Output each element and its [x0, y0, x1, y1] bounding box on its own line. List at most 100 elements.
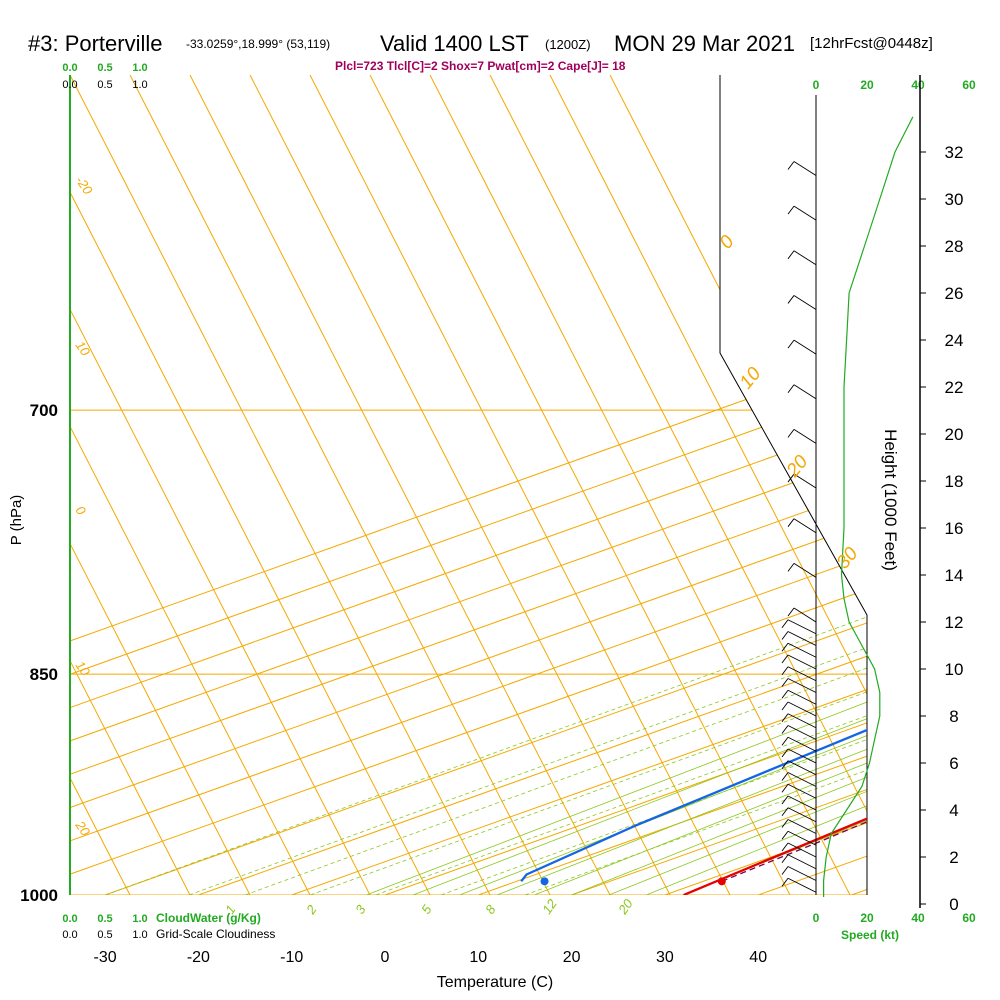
wind-barb [793, 161, 817, 176]
cloudiness-label: Grid-Scale Cloudiness [156, 927, 275, 941]
cloudwater-scale-top: 0.0 [62, 62, 77, 74]
wind-barb-flag [781, 736, 789, 746]
isotherm-line [571, 75, 867, 895]
wind-barb-flag [781, 654, 789, 664]
pressure-tick-label: 850 [30, 665, 58, 684]
speed-tick-top: 20 [860, 78, 874, 92]
cloudiness-scale-bottom: 0.5 [97, 929, 112, 941]
isotherm-label: 10 [73, 338, 94, 359]
isotherm-line [478, 75, 867, 895]
height-tick-label: 14 [945, 566, 964, 585]
isotherm-line [70, 75, 867, 895]
dry-adiabat-line [369, 75, 791, 895]
height-axis-label: Height (1000 Feet) [881, 429, 900, 571]
height-tick-label: 32 [945, 143, 964, 162]
dry-adiabat-line [249, 75, 671, 895]
isotherm-line [70, 75, 867, 895]
cloudiness-scale-bottom: 0.0 [62, 929, 77, 941]
mixing-ratio-line [104, 75, 867, 895]
sounding-parameters: Plcl=723 Tlcl[C]=2 Shox=7 Pwat[cm]=2 Cap… [335, 59, 626, 73]
wind-barb [787, 689, 817, 705]
speed-tick-top: 60 [962, 78, 976, 92]
moist-adiabat-line [459, 75, 867, 895]
x-tick-label: 30 [656, 949, 674, 966]
height-tick-label: 10 [945, 660, 964, 679]
wind-barb-flag [781, 760, 789, 770]
wind-barb-flag [781, 842, 789, 852]
mixing-ratio-line [244, 75, 867, 895]
wind-barb-flag [781, 795, 789, 805]
wind-barb-flag [781, 819, 789, 828]
station-title: #3: Porterville [28, 31, 163, 56]
height-tick-label: 24 [945, 331, 964, 350]
isotherm-line [70, 75, 867, 895]
isotherm-label: 30 [833, 543, 863, 573]
wind-barb [787, 736, 817, 752]
dry-adiabat-line [129, 75, 551, 895]
wind-barb-flag [781, 783, 789, 793]
parcel-line [721, 720, 867, 882]
cloudiness-scale-top: 0.5 [97, 79, 112, 91]
height-tick-label: 22 [945, 378, 964, 397]
cloudiness-scale-top: 1.0 [132, 79, 147, 91]
isotherm-label: -20 [73, 173, 97, 198]
wind-barb [793, 339, 817, 355]
isotherm-line [851, 75, 867, 895]
moist-adiabat-line [496, 75, 867, 895]
wind-barb [787, 701, 817, 717]
height-tick-label: 26 [945, 284, 964, 303]
isotherm-line [70, 75, 867, 895]
diagram-border [69, 75, 868, 895]
surface-temperature-point [717, 877, 726, 886]
valid-time: Valid 1400 LST [380, 31, 529, 56]
height-tick-label: 18 [945, 472, 964, 491]
wind-barb [793, 473, 817, 489]
mixing-ratio-line [188, 75, 867, 895]
wind-barb [793, 250, 817, 266]
wind-barb [787, 866, 817, 881]
height-tick-label: 8 [949, 707, 958, 726]
dry-adiabat-line [70, 75, 371, 895]
isotherm-line [104, 75, 867, 895]
wind-barb [793, 295, 817, 310]
wind-barb [787, 772, 817, 787]
wind-barb [787, 725, 817, 740]
dry-adiabat-line [70, 75, 191, 895]
isotherm-line [70, 75, 867, 895]
wind-barb-flag [787, 339, 795, 349]
speed-axis-label: Speed (kt) [841, 928, 899, 942]
speed-tick-bottom: 40 [911, 911, 925, 925]
isotherm-label: 20 [782, 451, 813, 482]
wind-barb-flag [781, 619, 789, 629]
wind-barb-flag [787, 384, 795, 394]
isotherm-line [70, 75, 867, 895]
wind-barb-flag [781, 725, 789, 734]
wind-barbs [781, 161, 817, 893]
wind-barb-flag [781, 701, 789, 711]
wind-barb [787, 713, 817, 729]
series-layer [520, 75, 867, 895]
moist-adiabat-line [646, 75, 867, 895]
dry-adiabat-line [0, 75, 10, 895]
utc-time: (1200Z) [545, 37, 591, 52]
dry-adiabat-line [189, 75, 611, 895]
wind-barb [787, 783, 817, 799]
mixing-ratio-line [524, 75, 867, 895]
wind-barb-flag [781, 748, 789, 758]
mixing-ratio-label: 5 [418, 902, 435, 917]
x-tick-label: 0 [381, 949, 390, 966]
isotherm-label: 0 [73, 503, 90, 518]
pressure-tick-label: 1000 [20, 886, 58, 905]
wind-barb [793, 429, 817, 444]
mixing-ratio-label: 12 [539, 896, 560, 917]
wind-barb [787, 877, 817, 893]
valid-date: MON 29 Mar 2021 [614, 31, 795, 56]
wind-barb [787, 631, 817, 646]
wind-barb [793, 205, 817, 221]
x-tick-label: -30 [94, 949, 117, 966]
wind-barb [787, 854, 817, 870]
wind-barb [787, 666, 817, 682]
height-tick-label: 12 [945, 613, 964, 632]
